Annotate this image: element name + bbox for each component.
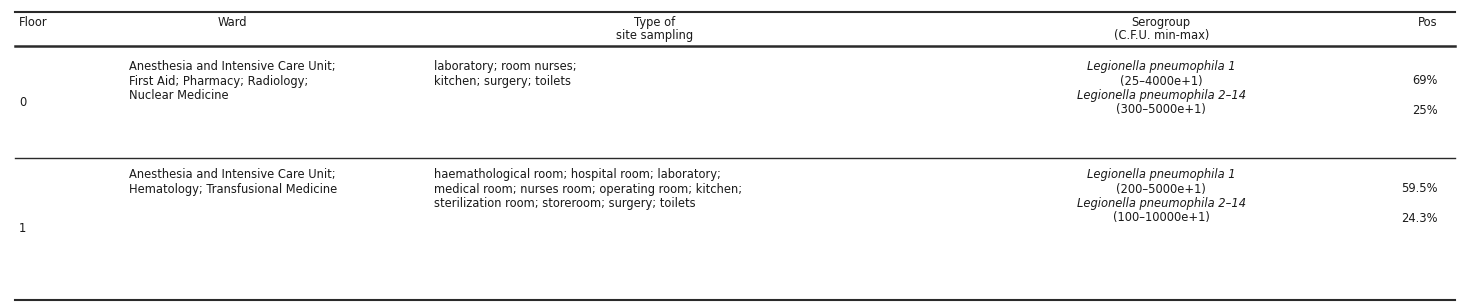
Text: medical room; nurses room; operating room; kitchen;: medical room; nurses room; operating roo… <box>434 183 742 196</box>
Text: Anesthesia and Intensive Care Unit;: Anesthesia and Intensive Care Unit; <box>129 60 337 73</box>
Text: site sampling: site sampling <box>616 29 692 42</box>
Text: laboratory; room nurses;: laboratory; room nurses; <box>434 60 576 73</box>
Text: haemathological room; hospital room; laboratory;: haemathological room; hospital room; lab… <box>434 168 720 181</box>
Text: 25%: 25% <box>1413 103 1438 116</box>
Text: 24.3%: 24.3% <box>1401 212 1438 225</box>
Text: Legionella pneumophila 1: Legionella pneumophila 1 <box>1086 60 1236 73</box>
Text: 69%: 69% <box>1413 75 1438 87</box>
Text: First Aid; Pharmacy; Radiology;: First Aid; Pharmacy; Radiology; <box>129 75 309 87</box>
Text: 1: 1 <box>19 222 26 236</box>
Text: Legionella pneumophila 1: Legionella pneumophila 1 <box>1086 168 1236 181</box>
Text: Type of: Type of <box>634 16 675 29</box>
Text: (300–5000e+1): (300–5000e+1) <box>1116 103 1207 116</box>
Text: 59.5%: 59.5% <box>1401 183 1438 196</box>
Text: (C.F.U. min-max): (C.F.U. min-max) <box>1114 29 1208 42</box>
Text: (25–4000e+1): (25–4000e+1) <box>1120 75 1202 87</box>
Text: sterilization room; storeroom; surgery; toilets: sterilization room; storeroom; surgery; … <box>434 197 695 210</box>
Text: Anesthesia and Intensive Care Unit;: Anesthesia and Intensive Care Unit; <box>129 168 337 181</box>
Text: (100–10000e+1): (100–10000e+1) <box>1113 212 1210 225</box>
Text: (200–5000e+1): (200–5000e+1) <box>1116 183 1207 196</box>
Text: Hematology; Transfusional Medicine: Hematology; Transfusional Medicine <box>129 183 338 196</box>
Text: Serogroup: Serogroup <box>1132 16 1191 29</box>
Text: 0: 0 <box>19 95 26 108</box>
Text: Legionella pneumophila 2–14: Legionella pneumophila 2–14 <box>1076 197 1247 210</box>
Text: Nuclear Medicine: Nuclear Medicine <box>129 89 229 102</box>
Text: Floor: Floor <box>19 16 47 29</box>
Text: Ward: Ward <box>218 16 247 29</box>
Text: kitchen; surgery; toilets: kitchen; surgery; toilets <box>434 75 570 87</box>
Text: Pos: Pos <box>1419 16 1438 29</box>
Text: Legionella pneumophila 2–14: Legionella pneumophila 2–14 <box>1076 89 1247 102</box>
